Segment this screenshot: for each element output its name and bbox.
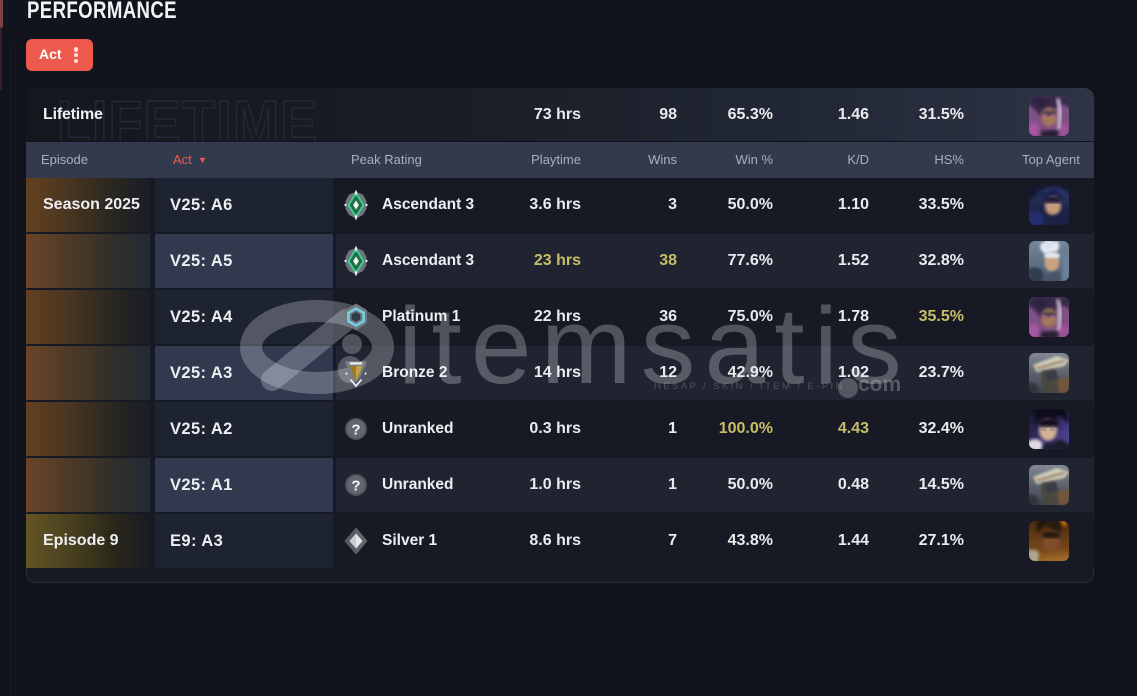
svg-text:?: ? bbox=[351, 422, 360, 439]
svg-text:?: ? bbox=[351, 478, 360, 495]
